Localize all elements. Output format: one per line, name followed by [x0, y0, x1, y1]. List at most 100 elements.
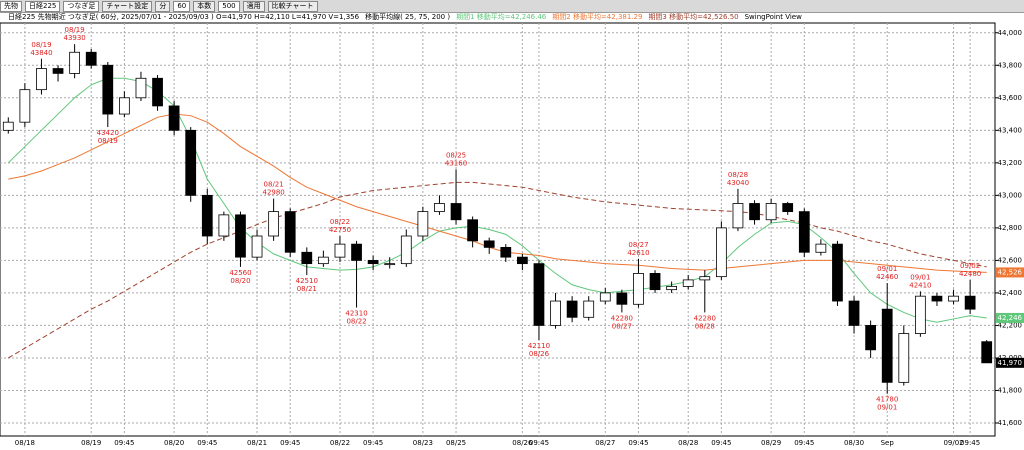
- header-item: 期間3 移動平均=42,526.50: [648, 13, 738, 21]
- swing-date: 08/21: [297, 285, 317, 293]
- candle-body: [964, 295, 976, 310]
- candle-body: [85, 51, 97, 66]
- x-tick-label: 08/27: [595, 439, 615, 447]
- swing-price: 43840: [30, 49, 52, 57]
- candle-body: [798, 211, 810, 253]
- x-tick-label: 09:45: [529, 439, 549, 447]
- x-tick-label: 09:45: [794, 439, 814, 447]
- candle-body: [384, 263, 396, 266]
- swing-price: 41780: [876, 396, 898, 404]
- y-tick-label: 43,800: [998, 61, 1023, 69]
- x-tick-label: 09:45: [280, 439, 300, 447]
- candle-body: [201, 194, 213, 237]
- swing-date: 08/20: [230, 277, 250, 285]
- compare-button[interactable]: 比較チャート: [267, 0, 318, 12]
- candle-body: [716, 227, 727, 278]
- x-tick-label: 09:45: [197, 439, 217, 447]
- x-tick-label: 09:45: [711, 439, 731, 447]
- x-tick-label: 09:45: [114, 439, 134, 447]
- price-tag: [996, 312, 1024, 323]
- x-tick-label: 08/25: [446, 439, 466, 447]
- price-tag: [996, 357, 1024, 368]
- candle-body: [599, 292, 611, 302]
- candle-body: [815, 243, 827, 253]
- swing-date: 08/19: [65, 26, 85, 34]
- header-item: 期間1 移動平均=42,246.46: [456, 13, 547, 21]
- candle-body: [268, 211, 279, 237]
- candle-body: [765, 203, 777, 221]
- y-tick-label: 41,600: [998, 419, 1023, 427]
- swing-date: 08/28: [728, 171, 748, 179]
- swing-date: 08/19: [31, 41, 51, 49]
- candle-body: [235, 214, 246, 258]
- swing-date: 09/01: [877, 404, 897, 412]
- candle-body: [400, 235, 412, 265]
- candle-body: [666, 286, 678, 291]
- candle-body: [367, 259, 379, 265]
- symbol-select[interactable]: 日経225: [25, 0, 61, 12]
- candle-body: [517, 256, 528, 265]
- ma-line: [7, 77, 987, 323]
- candle-body: [931, 295, 943, 302]
- x-tick-label: Sep: [881, 439, 895, 447]
- candle-body: [533, 263, 545, 326]
- candle-body: [566, 300, 578, 318]
- candle-body: [334, 243, 346, 258]
- candle-body: [467, 219, 478, 242]
- header-item: 日経225 先物期近 つなぎ足( 60分, 2025/07/01 - 2025/…: [8, 13, 360, 21]
- y-tick-label: 43,200: [998, 159, 1023, 167]
- candle-body: [732, 203, 744, 229]
- swing-price: 42980: [262, 189, 284, 197]
- candle-body: [782, 203, 794, 213]
- swing-price: 42310: [345, 310, 367, 318]
- price-tag-label: 42,246: [998, 314, 1023, 322]
- x-tick-label: 08/23: [413, 439, 433, 447]
- candle-body: [848, 300, 860, 326]
- candle-body: [2, 121, 14, 131]
- x-tick-label: 08/20: [164, 439, 184, 447]
- y-tick-label: 43,600: [998, 94, 1023, 102]
- swing-price: 42610: [627, 249, 649, 257]
- bar-type-select[interactable]: つなぎ足: [63, 0, 100, 12]
- candle-body: [865, 325, 877, 351]
- y-tick-label: 42,800: [998, 224, 1023, 232]
- swing-price: 42480: [959, 270, 981, 278]
- swing-date: 08/27: [628, 241, 648, 249]
- header-item: 移動平均線( 25, 75, 200 ): [365, 13, 450, 21]
- candle-body: [749, 203, 760, 221]
- candle-body: [583, 300, 595, 318]
- candle-body: [102, 64, 114, 115]
- chart: 日経225 先物期近 つなぎ足( 60分, 2025/07/01 - 2025/…: [0, 13, 1024, 447]
- apply-button[interactable]: 適用: [242, 0, 265, 12]
- y-tick-label: 43,400: [998, 126, 1023, 134]
- candle-body: [284, 211, 296, 253]
- y-tick-label: 44,000: [998, 29, 1023, 37]
- swing-date: 08/22: [330, 218, 350, 226]
- plot-area: [0, 22, 996, 437]
- candle-body: [981, 341, 993, 364]
- swing-date: 08/26: [529, 350, 550, 358]
- count-label: 本数: [193, 0, 216, 12]
- candle-body: [52, 68, 64, 74]
- swing-price: 43930: [63, 34, 85, 42]
- swing-date: 09/02: [960, 262, 980, 270]
- count-input[interactable]: 500: [218, 0, 240, 12]
- candle-body: [301, 251, 313, 265]
- toolbar: 先物 日経225 つなぎ足 チャート設定 分 60 本数 500 適用 比較チャ…: [0, 0, 1024, 13]
- swing-price: 43420: [97, 129, 119, 137]
- unit-button[interactable]: 分: [155, 0, 171, 12]
- swing-price: 42410: [909, 281, 931, 289]
- interval-input[interactable]: 60: [173, 0, 191, 12]
- x-tick-label: 09:45: [960, 439, 980, 447]
- candle-body: [832, 243, 843, 302]
- settings-button[interactable]: チャート設定: [102, 0, 153, 12]
- candle-body: [633, 273, 644, 305]
- x-tick-label: 08/28: [678, 439, 698, 447]
- market-select[interactable]: 先物: [0, 0, 22, 12]
- price-tag-label: 42,526: [998, 268, 1023, 276]
- swing-date: 08/28: [695, 322, 715, 330]
- candle-body: [19, 89, 31, 123]
- x-tick-label: 08/22: [330, 439, 350, 447]
- x-tick-label: 08/21: [247, 439, 267, 447]
- candle-body: [351, 243, 362, 261]
